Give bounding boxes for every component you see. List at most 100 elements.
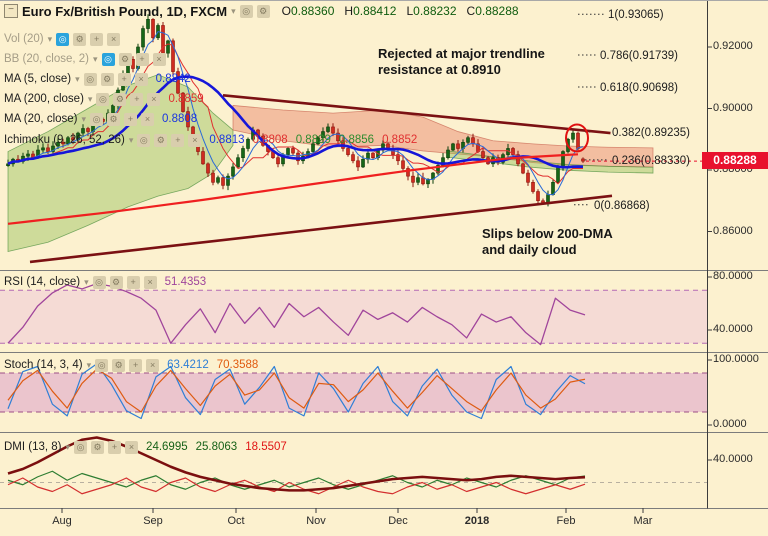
ohlc-readout: O0.88360 H0.88412 L0.88232 C0.88288 bbox=[281, 4, 519, 18]
chevron-down-icon[interactable]: ▾ bbox=[93, 53, 98, 64]
rejection-circle bbox=[565, 123, 589, 153]
legend-row-bollinger: BB (20, close, 2) ▾ ◎ ⚙ + × bbox=[4, 51, 166, 67]
close-value: 0.88288 bbox=[475, 4, 519, 18]
x-axis-month-label: Aug bbox=[52, 515, 72, 527]
indicator-value: 24.6995 bbox=[146, 441, 188, 453]
eye-icon[interactable]: ◎ bbox=[92, 275, 106, 289]
close-icon[interactable]: × bbox=[107, 32, 121, 46]
eye-icon[interactable]: ◎ bbox=[74, 440, 88, 454]
indicator-label[interactable]: Vol (20) bbox=[4, 33, 44, 45]
indicator-label[interactable]: MA (20, close) bbox=[4, 113, 78, 125]
add-icon[interactable]: + bbox=[108, 440, 122, 454]
add-icon[interactable]: + bbox=[126, 275, 140, 289]
indicator-value: 51.4353 bbox=[164, 276, 207, 288]
trendlines bbox=[29, 93, 613, 264]
add-icon[interactable]: + bbox=[129, 358, 143, 372]
price-axis-label: 0.90000 bbox=[713, 101, 753, 114]
add-icon[interactable]: + bbox=[124, 112, 138, 126]
x-axis-month-label: Feb bbox=[556, 515, 576, 527]
indicator-value: 63.4212 bbox=[167, 359, 209, 371]
indicator-label[interactable]: BB (20, close, 2) bbox=[4, 53, 90, 65]
legend-row-ichimoku: Ichimoku (9, 26, 52, 26) ▾ ◎ ⚙ + × 0.8813 0… bbox=[4, 132, 417, 148]
annotation-rejected: Rejected at major trendline resistance a… bbox=[378, 46, 545, 77]
chevron-down-icon[interactable]: ▾ bbox=[75, 73, 80, 84]
gear-icon[interactable]: ⚙ bbox=[113, 92, 127, 106]
close-icon[interactable]: × bbox=[146, 358, 160, 372]
open-value: 0.88360 bbox=[291, 4, 335, 18]
gear-icon[interactable]: ⚙ bbox=[256, 4, 270, 18]
symbol-title[interactable]: Euro Fx/British Pound, 1D, FXCM bbox=[22, 3, 228, 19]
close-icon[interactable]: × bbox=[188, 133, 202, 147]
eye-icon[interactable]: ◎ bbox=[96, 92, 110, 106]
legend-row-ma5: MA (5, close) ▾ ◎ ⚙ + × 0.8842 bbox=[4, 71, 191, 87]
close-icon[interactable]: × bbox=[134, 72, 148, 86]
fib-label: 0.618(0.90698) bbox=[600, 82, 679, 95]
collapse-icon[interactable]: − bbox=[4, 4, 18, 18]
x-axis-month-label: Mar bbox=[633, 515, 653, 527]
eye-icon[interactable]: ◎ bbox=[90, 112, 104, 126]
x-axis-month-label: Oct bbox=[227, 515, 245, 527]
eye-icon[interactable]: ◎ bbox=[95, 358, 109, 372]
close-icon[interactable]: × bbox=[125, 440, 139, 454]
price-axis-label: 0.86000 bbox=[713, 224, 753, 237]
gear-icon[interactable]: ⚙ bbox=[91, 440, 105, 454]
x-axis-month-label: Dec bbox=[388, 515, 408, 527]
plus-di-line bbox=[7, 470, 586, 490]
chevron-down-icon[interactable]: ▾ bbox=[84, 276, 89, 287]
x-axis-month-label: 2018 bbox=[464, 515, 490, 527]
add-icon[interactable]: + bbox=[171, 133, 185, 147]
fib-retracement-lines bbox=[574, 13, 608, 206]
gear-icon[interactable]: ⚙ bbox=[73, 32, 87, 46]
stoch-pane-header: Stoch (14, 3, 4) ▾ ◎ ⚙ + × 63.4212 70.3588 bbox=[4, 357, 258, 373]
indicator-value: 0.8859 bbox=[168, 93, 204, 105]
eye-icon[interactable]: ◎ bbox=[137, 133, 151, 147]
indicator-label[interactable]: MA (5, close) bbox=[4, 73, 72, 85]
add-icon[interactable]: + bbox=[130, 92, 144, 106]
chevron-down-icon[interactable]: ▾ bbox=[81, 113, 87, 124]
chevron-down-icon[interactable]: ▾ bbox=[86, 359, 92, 370]
close-icon[interactable]: × bbox=[141, 112, 155, 126]
chevron-down-icon[interactable]: ▾ bbox=[231, 5, 236, 16]
add-icon[interactable]: + bbox=[117, 72, 131, 86]
stoch-d-line bbox=[7, 368, 586, 413]
chevron-down-icon[interactable]: ▾ bbox=[87, 93, 93, 104]
indicator-label[interactable]: Stoch (14, 3, 4) bbox=[4, 359, 83, 371]
legend-row-ma20: MA (20, close) ▾ ◎ ⚙ + × 0.8808 bbox=[4, 111, 197, 127]
chevron-down-icon[interactable]: ▾ bbox=[65, 441, 71, 452]
gear-icon[interactable]: ⚙ bbox=[112, 358, 126, 372]
low-value: 0.88232 bbox=[413, 4, 457, 18]
target-icon[interactable]: ◎ bbox=[239, 4, 253, 18]
close-icon[interactable]: × bbox=[152, 52, 166, 66]
indicator-label[interactable]: RSI (14, close) bbox=[4, 276, 81, 288]
indicator-value: 70.3588 bbox=[216, 359, 259, 371]
eye-icon[interactable]: ◎ bbox=[101, 52, 115, 66]
gear-icon[interactable]: ⚙ bbox=[154, 133, 168, 147]
eye-icon[interactable]: ◎ bbox=[83, 72, 97, 86]
rsi-axis-label: 40.0000 bbox=[713, 323, 753, 335]
adx-line bbox=[7, 436, 586, 492]
chevron-down-icon[interactable]: ▾ bbox=[47, 33, 53, 44]
gear-icon[interactable]: ⚙ bbox=[118, 52, 132, 66]
indicator-value: 0.8842 bbox=[155, 73, 191, 85]
x-axis-month-label: Nov bbox=[306, 515, 326, 527]
chevron-down-icon[interactable]: ▾ bbox=[128, 134, 134, 145]
minus-di-line bbox=[7, 477, 586, 495]
add-icon[interactable]: + bbox=[135, 52, 149, 66]
close-icon[interactable]: × bbox=[143, 275, 157, 289]
fib-label: 0.236(0.88330) bbox=[612, 154, 691, 167]
gear-icon[interactable]: ⚙ bbox=[109, 275, 123, 289]
gear-icon[interactable]: ⚙ bbox=[107, 112, 121, 126]
add-icon[interactable]: + bbox=[90, 32, 104, 46]
close-icon[interactable]: × bbox=[147, 92, 161, 106]
eye-icon[interactable]: ◎ bbox=[56, 32, 70, 46]
fib-label: 0.786(0.91739) bbox=[600, 50, 679, 63]
indicator-value: 0.8808 bbox=[162, 113, 198, 125]
indicator-label[interactable]: DMI (13, 8) bbox=[4, 441, 62, 453]
rsi-pane-header: RSI (14, close) ▾ ◎ ⚙ + × 51.4353 bbox=[4, 274, 206, 290]
indicator-label[interactable]: MA (200, close) bbox=[4, 93, 84, 105]
indicator-label[interactable]: Ichimoku (9, 26, 52, 26) bbox=[4, 134, 125, 146]
last-price-badge: 0.88288 bbox=[702, 152, 768, 169]
gear-icon[interactable]: ⚙ bbox=[100, 72, 114, 86]
